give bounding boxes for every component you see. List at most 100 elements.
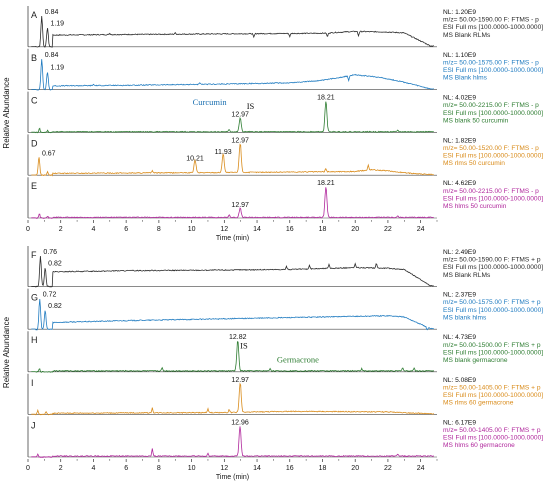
panel-letter: E [31, 181, 37, 191]
x-tick-label: 8 [157, 226, 161, 233]
x-tick-label: 16 [286, 226, 294, 233]
x-tick-label: 0 [26, 226, 30, 233]
x-tick-label: 18 [319, 465, 327, 472]
panel-info-line: ESI Full ms [100.0000-1000.0000] [443, 392, 543, 399]
panel-letter: J [31, 420, 36, 430]
x-tick-label: 24 [417, 226, 425, 233]
peak-label: 12.96 [231, 419, 249, 426]
panel-letter: A [31, 10, 37, 20]
panel-letter: H [31, 335, 38, 345]
panel-info-line: MS hlms 60 germacrone [443, 442, 515, 449]
peak-label: 0.82 [48, 261, 62, 268]
x-tick-label: 24 [417, 465, 425, 472]
panel-info-line: NL: 1.20E9 [443, 9, 476, 16]
panel-info-line: NL: 1.82E9 [443, 137, 476, 144]
panel-info-line: ESI Full ms [100.0000-1000.0000] [443, 435, 543, 442]
panel-info-line: ESI Full ms [100.0000-1000.0000] [443, 153, 543, 160]
panel-info-line: NL: 4.73E9 [443, 334, 476, 341]
x-tick-label: 14 [253, 226, 261, 233]
x-tick-label: 22 [384, 465, 392, 472]
x-tick-label: 20 [351, 226, 359, 233]
panel-letter: I [31, 378, 34, 388]
trace-C [31, 101, 434, 134]
annotation-is: IS [247, 101, 255, 111]
trace-H [31, 341, 435, 373]
panel-info-line: m/z= 50.00-1590.00 F: FTMS + p [443, 257, 541, 264]
annotation-curcumin: Curcumin [193, 97, 228, 107]
x-tick-label: 4 [91, 465, 95, 472]
panel-info-line: ESI Full ms [100.0000-1000.0000] [443, 24, 543, 31]
trace-F [31, 255, 434, 288]
panel-info-line: m/z= 50.00-1405.00 F: FTMS + p [443, 427, 541, 434]
panel-info-line: NL: 4.02E9 [443, 95, 476, 102]
panel-letter: B [31, 53, 37, 63]
panel-info-line: NL: 5.08E9 [443, 377, 476, 384]
panel-letter: F [31, 250, 37, 260]
x-tick-label: 12 [220, 226, 228, 233]
peak-label: 0.76 [43, 249, 57, 256]
peak-label: 0.82 [48, 303, 62, 310]
panel-info-line: NL: 4.62E9 [443, 180, 476, 187]
peak-label: 1.19 [50, 21, 64, 28]
panel-info-line: m/z= 50.00-1575.00 F: FTMS + p [443, 299, 541, 306]
trace-G [31, 298, 434, 331]
y-axis-label: Relative Abundance [2, 77, 11, 149]
panel-info-line: MS blank 50 curcumin [443, 117, 509, 124]
x-tick-label: 20 [351, 465, 359, 472]
panel-info-line: m/z= 50.00-2215.00 F: FTMS - p [443, 102, 539, 109]
trace-B [31, 59, 434, 91]
panel-info-line: ESI Full ms [100.0000-1000.0000] [443, 67, 543, 74]
panel-letter: D [31, 138, 38, 148]
peak-label: 0.84 [45, 52, 59, 59]
x-tick-label: 12 [220, 465, 228, 472]
panel-info-line: NL: 6.17E9 [443, 419, 476, 426]
panel-info-line: ESI Full ms [100.0000-1000.0000] [443, 110, 543, 117]
panel-info-line: MS Blank hlms [443, 75, 488, 82]
panel-info-line: NL: 2.37E9 [443, 292, 476, 299]
x-tick-label: 2 [59, 226, 63, 233]
panel-info-line: MS blank germacrone [443, 357, 508, 364]
x-tick-label: 8 [157, 465, 161, 472]
x-axis-label: Time (min) [216, 235, 249, 242]
annotation-is: IS [240, 341, 248, 351]
panel-info-line: NL: 2.49E9 [443, 249, 476, 256]
panel-info-line: ESI Full ms [100.0000-1000.0000] [443, 307, 543, 314]
annotation-germacrone: Germacrone [277, 355, 319, 365]
x-tick-label: 2 [59, 465, 63, 472]
peak-label: 1.19 [50, 65, 64, 72]
trace-I [31, 382, 435, 416]
peak-label: 12.97 [231, 112, 249, 119]
x-tick-label: 6 [124, 226, 128, 233]
peak-label: 12.82 [229, 334, 247, 341]
x-tick-label: 4 [91, 226, 95, 233]
panel-info-line: MS rlms 60 germacrone [443, 400, 514, 407]
panel-info-line: ESI Full ms [100.0000-1000.0000] [443, 349, 543, 356]
x-tick-label: 10 [188, 226, 196, 233]
panel-info-line: MS blank hlms [443, 314, 487, 321]
panel-info-line: MS rlms 50 curcumin [443, 160, 505, 167]
panel-info-line: m/z= 50.00-1590.00 F: FTMS - p [443, 17, 539, 24]
x-tick-label: 22 [384, 226, 392, 233]
trace-E [31, 187, 434, 219]
panel-info-line: m/z= 50.00-1575.00 F: FTMS - p [443, 59, 539, 66]
x-tick-label: 6 [124, 465, 128, 472]
x-tick-label: 14 [253, 465, 261, 472]
panel-letter: G [31, 293, 38, 303]
panel-info-line: MS Blank RLMs [443, 32, 491, 39]
peak-label: 12.97 [231, 377, 249, 384]
panel-info-line: m/z= 50.00-1520.00 F: FTMS - p [443, 145, 539, 152]
x-tick-label: 18 [319, 226, 327, 233]
